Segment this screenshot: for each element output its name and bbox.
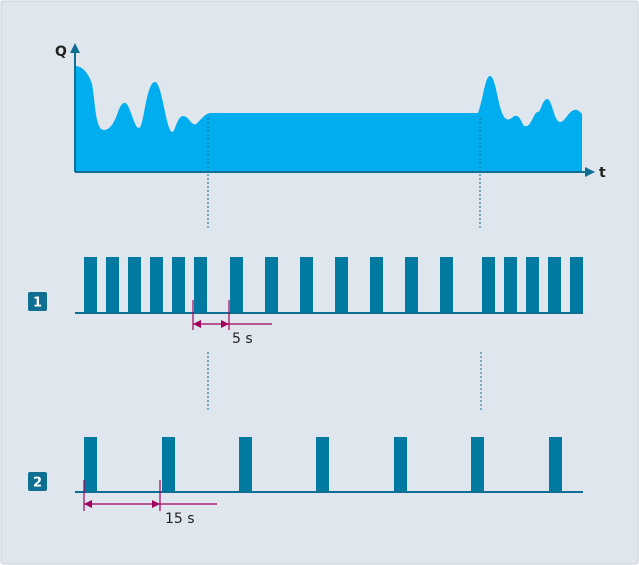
pulse-row-1-bar-11 [370, 257, 383, 313]
row-1-badge: 1 [28, 292, 47, 311]
pulse-row-1-bar-8 [265, 257, 278, 313]
pulse-row-1-bar-9 [300, 257, 313, 313]
pulse-row-2 [84, 437, 562, 492]
pulse-row-1-bar-18 [570, 257, 583, 313]
pulse-row-1-bar-3 [128, 257, 141, 313]
interval-label-5s: 5 s [232, 331, 253, 347]
pulse-row-1 [84, 257, 583, 313]
pulse-row-1-bar-7 [230, 257, 243, 313]
dimension-15s-arrow-left-icon [84, 500, 92, 508]
pulse-row-1-bar-17 [548, 257, 561, 313]
pulse-row-1-bar-16 [526, 257, 539, 313]
pulse-row-1-bar-6 [194, 257, 207, 313]
pulse-row-2-bar-2 [162, 437, 175, 492]
row-2-badge: 2 [28, 472, 47, 491]
pulse-row-1-bar-4 [150, 257, 163, 313]
y-axis-arrow-icon [70, 43, 80, 53]
pulse-row-1-bar-2 [106, 257, 119, 313]
row-1-badge-label: 1 [33, 296, 42, 311]
flow-area [75, 66, 582, 172]
pulse-row-1-bar-15 [504, 257, 517, 313]
pulse-row-1-bar-10 [335, 257, 348, 313]
pulse-row-2-bar-4 [316, 437, 329, 492]
pulse-row-1-bar-14 [482, 257, 495, 313]
dimension-5s-arrow-right-icon [221, 320, 229, 328]
x-axis-arrow-icon [585, 167, 595, 177]
dimension-5s [192, 300, 272, 330]
dimension-5s-arrow-left-icon [193, 320, 201, 328]
pulse-row-2-bar-3 [239, 437, 252, 492]
interval-label-15s: 15 s [165, 511, 195, 527]
pulse-row-1-bar-12 [405, 257, 418, 313]
pulse-row-2-bar-5 [394, 437, 407, 492]
dimension-15s-arrow-right-icon [152, 500, 160, 508]
x-axis-label: t [599, 165, 606, 181]
pulse-row-1-bar-1 [84, 257, 97, 313]
pulse-row-1-bar-13 [440, 257, 453, 313]
guide-lines [207, 118, 482, 410]
y-axis-label: Q [55, 44, 67, 60]
pulse-row-2-bar-7 [549, 437, 562, 492]
pulse-row-2-bar-6 [471, 437, 484, 492]
dimension-15s [83, 480, 217, 511]
row-2-badge-label: 2 [33, 476, 42, 491]
pulse-row-2-bar-1 [84, 437, 97, 492]
pulse-row-1-bar-5 [172, 257, 185, 313]
